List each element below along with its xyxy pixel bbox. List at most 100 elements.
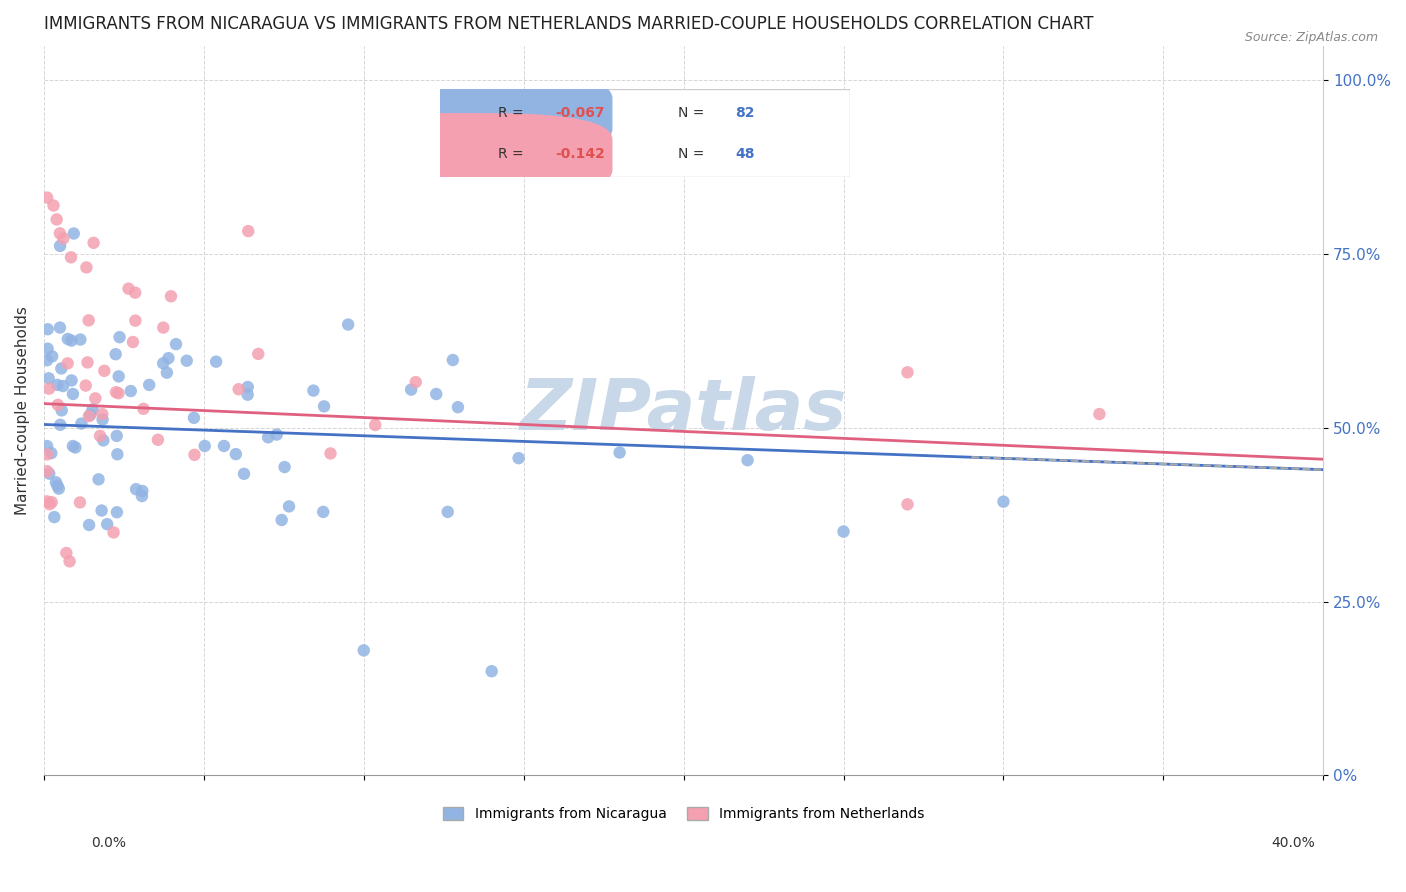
Immigrants from Nicaragua <box>832 524 855 539</box>
Immigrants from Netherlands <box>896 497 918 511</box>
Immigrants from Netherlands <box>75 378 97 392</box>
Immigrants from Nicaragua <box>609 445 631 459</box>
Immigrants from Netherlands <box>38 382 60 396</box>
Immigrants from Netherlands <box>84 392 107 406</box>
Immigrants from Nicaragua <box>225 447 247 461</box>
Immigrants from Netherlands <box>247 347 270 361</box>
Immigrants from Nicaragua <box>138 378 160 392</box>
Immigrants from Netherlands <box>132 401 155 416</box>
Immigrants from Netherlands <box>124 285 146 300</box>
Immigrants from Netherlands <box>238 224 260 238</box>
Immigrants from Nicaragua <box>302 384 325 398</box>
Immigrants from Nicaragua <box>120 384 142 398</box>
Text: IMMIGRANTS FROM NICARAGUA VS IMMIGRANTS FROM NETHERLANDS MARRIED-COUPLE HOUSEHOL: IMMIGRANTS FROM NICARAGUA VS IMMIGRANTS … <box>44 15 1094 33</box>
Immigrants from Nicaragua <box>37 342 59 356</box>
Legend: Immigrants from Nicaragua, Immigrants from Netherlands: Immigrants from Nicaragua, Immigrants fr… <box>437 802 931 827</box>
Text: ZIPatlas: ZIPatlas <box>520 376 848 445</box>
Immigrants from Nicaragua <box>69 333 91 347</box>
Immigrants from Nicaragua <box>90 503 112 517</box>
Text: 0.0%: 0.0% <box>91 836 127 850</box>
Immigrants from Nicaragua <box>425 387 447 401</box>
Immigrants from Nicaragua <box>737 157 759 171</box>
Immigrants from Nicaragua <box>96 517 118 532</box>
Immigrants from Netherlands <box>35 447 58 461</box>
Immigrants from Nicaragua <box>49 320 72 334</box>
Immigrants from Nicaragua <box>436 505 458 519</box>
Immigrants from Nicaragua <box>65 441 87 455</box>
Immigrants from Netherlands <box>75 260 97 275</box>
Immigrants from Netherlands <box>49 227 72 241</box>
Immigrants from Netherlands <box>38 497 60 511</box>
Immigrants from Nicaragua <box>273 460 295 475</box>
Immigrants from Nicaragua <box>38 467 60 481</box>
Immigrants from Nicaragua <box>49 417 72 432</box>
Immigrants from Netherlands <box>35 464 58 478</box>
Immigrants from Nicaragua <box>105 505 128 519</box>
Immigrants from Netherlands <box>42 198 65 212</box>
Immigrants from Nicaragua <box>46 479 69 493</box>
Immigrants from Netherlands <box>228 382 250 396</box>
Immigrants from Nicaragua <box>105 447 128 461</box>
Immigrants from Nicaragua <box>399 383 422 397</box>
Immigrants from Netherlands <box>83 235 105 250</box>
Immigrants from Nicaragua <box>107 369 129 384</box>
Immigrants from Netherlands <box>405 375 427 389</box>
Immigrants from Nicaragua <box>70 417 93 431</box>
Immigrants from Nicaragua <box>56 332 79 346</box>
Immigrants from Netherlands <box>183 448 205 462</box>
Immigrants from Netherlands <box>122 334 145 349</box>
Immigrants from Netherlands <box>107 386 129 401</box>
Immigrants from Nicaragua <box>93 434 115 448</box>
Immigrants from Nicaragua <box>39 446 62 460</box>
Immigrants from Netherlands <box>319 446 342 460</box>
Immigrants from Nicaragua <box>62 387 84 401</box>
Immigrants from Netherlands <box>46 398 69 412</box>
Immigrants from Nicaragua <box>257 430 280 444</box>
Immigrants from Nicaragua <box>353 643 375 657</box>
Immigrants from Nicaragua <box>205 354 228 368</box>
Immigrants from Netherlands <box>104 385 127 400</box>
Immigrants from Netherlands <box>160 289 183 303</box>
Immigrants from Netherlands <box>69 495 91 509</box>
Immigrants from Netherlands <box>55 546 77 560</box>
Immigrants from Nicaragua <box>62 439 84 453</box>
Immigrants from Netherlands <box>93 364 115 378</box>
Immigrants from Nicaragua <box>447 400 470 414</box>
Immigrants from Nicaragua <box>49 239 72 253</box>
Immigrants from Nicaragua <box>60 334 83 348</box>
Immigrants from Nicaragua <box>157 351 180 366</box>
Immigrants from Netherlands <box>91 407 114 421</box>
Immigrants from Nicaragua <box>270 513 292 527</box>
Immigrants from Netherlands <box>124 313 146 327</box>
Immigrants from Nicaragua <box>38 371 60 385</box>
Immigrants from Nicaragua <box>233 467 256 481</box>
Immigrants from Nicaragua <box>44 510 66 524</box>
Immigrants from Nicaragua <box>337 318 360 332</box>
Immigrants from Netherlands <box>56 356 79 370</box>
Immigrants from Netherlands <box>364 417 387 432</box>
Immigrants from Nicaragua <box>62 227 84 241</box>
Immigrants from Nicaragua <box>152 356 174 370</box>
Immigrants from Nicaragua <box>108 330 131 344</box>
Text: 40.0%: 40.0% <box>1271 836 1315 850</box>
Immigrants from Nicaragua <box>35 439 58 453</box>
Immigrants from Nicaragua <box>212 439 235 453</box>
Immigrants from Netherlands <box>77 313 100 327</box>
Immigrants from Nicaragua <box>156 366 179 380</box>
Immigrants from Nicaragua <box>441 353 464 368</box>
Text: Source: ZipAtlas.com: Source: ZipAtlas.com <box>1244 31 1378 45</box>
Immigrants from Nicaragua <box>60 374 83 388</box>
Immigrants from Nicaragua <box>131 483 153 498</box>
Immigrants from Netherlands <box>89 429 111 443</box>
Immigrants from Netherlands <box>117 282 139 296</box>
Immigrants from Nicaragua <box>45 475 67 490</box>
Immigrants from Nicaragua <box>51 403 73 417</box>
Immigrants from Nicaragua <box>104 347 127 361</box>
Immigrants from Netherlands <box>1088 407 1111 421</box>
Immigrants from Netherlands <box>41 495 63 509</box>
Immigrants from Netherlands <box>52 231 75 245</box>
Immigrants from Netherlands <box>45 212 67 227</box>
Immigrants from Nicaragua <box>312 400 335 414</box>
Immigrants from Nicaragua <box>41 349 63 363</box>
Immigrants from Netherlands <box>59 250 82 264</box>
